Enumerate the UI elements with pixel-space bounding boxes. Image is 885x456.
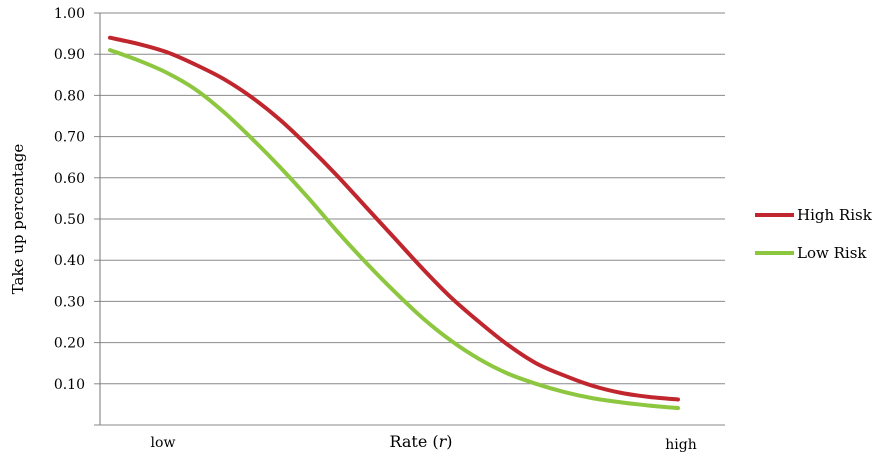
series-lines	[108, 35, 680, 411]
legend-label-low-risk: Low Risk	[797, 244, 867, 262]
y-tick-label: 0.20	[54, 336, 85, 352]
gridlines	[94, 12, 725, 426]
y-axis-label: Take up percentage	[9, 144, 27, 295]
y-tick-label: 0.50	[54, 212, 85, 228]
legend-label-high-risk: High Risk	[797, 206, 873, 224]
y-tick-labels: 1.00 0.90 0.80 0.70 0.60 0.50 0.40 0.30 0.20 0.10	[54, 6, 85, 393]
x-tick-label-low: low	[151, 435, 176, 451]
x-axis-label-variable: r	[439, 432, 448, 451]
x-axis-label-prefix: Rate (	[389, 432, 438, 451]
y-tick-label: 0.70	[54, 130, 85, 146]
x-tick-label-high: high	[665, 437, 696, 453]
y-tick-label: 0.80	[54, 88, 85, 104]
y-tick-label: 0.30	[54, 294, 85, 310]
y-tick-label: 0.60	[54, 171, 85, 187]
series-line-high-risk	[108, 35, 680, 402]
legend: High Risk Low Risk	[755, 206, 873, 262]
y-tick-label: 0.10	[54, 377, 85, 393]
y-tick-label: 1.00	[54, 6, 85, 22]
series-line-low-risk	[108, 48, 680, 411]
y-tick-label: 0.40	[54, 253, 85, 269]
x-axis-label-suffix: )	[446, 432, 452, 451]
y-tick-label: 0.90	[54, 47, 85, 63]
x-axis-label: Rate (r)	[389, 432, 452, 451]
